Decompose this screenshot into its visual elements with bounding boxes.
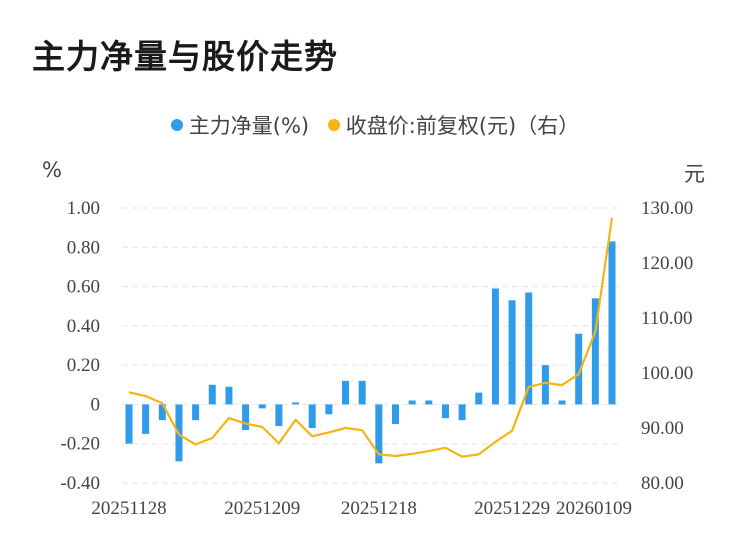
net-flow-bar [591, 298, 599, 405]
net-flow-bar [225, 386, 233, 405]
chart-title: 主力净量与股价走势 [32, 37, 338, 76]
legend-label-net-flow: 主力净量(%) [188, 114, 310, 138]
net-flow-bar [275, 404, 283, 427]
net-flow-bar [358, 380, 366, 405]
legend-dot-net-flow [170, 119, 183, 131]
net-flow-bar [408, 400, 416, 405]
x-axis-tick: 20251229 [474, 498, 550, 519]
x-axis-tick: 20251209 [224, 498, 300, 519]
right-axis-tick: 90.00 [641, 418, 684, 439]
net-flow-bar [325, 404, 333, 415]
net-flow-bar [292, 402, 300, 405]
close-price-line [128, 217, 614, 458]
left-axis-tick: 0.40 [67, 316, 100, 337]
net-flow-bar [391, 404, 399, 425]
net-flow-bar [458, 404, 466, 421]
legend-dot-close-price [327, 119, 340, 131]
net-flow-bar [541, 365, 549, 405]
legend-item-close-price[interactable]: 收盘价:前复权(元)（右） [327, 110, 580, 140]
net-flow-bar [142, 404, 150, 434]
left-axis-unit: % [42, 158, 62, 182]
x-axis-tick: 20251128 [91, 498, 166, 519]
left-axis-tick: -0.20 [60, 434, 100, 455]
right-axis-tick: 130.00 [641, 198, 693, 219]
right-axis-tick: 120.00 [641, 253, 693, 274]
net-flow-bar [475, 392, 483, 405]
net-flow-bar [558, 400, 566, 405]
net-flow-bar [192, 404, 200, 421]
net-flow-bar [308, 404, 316, 428]
net-flow-bar [258, 404, 266, 409]
left-axis-tick: 0 [91, 394, 101, 415]
left-axis-tick: 0.60 [67, 277, 100, 298]
net-flow-bar [425, 400, 433, 405]
left-axis-tick: 0.20 [67, 355, 100, 376]
net-flow-bar [342, 380, 350, 405]
net-flow-bar [158, 404, 166, 421]
net-flow-bar [508, 300, 516, 405]
net-flow-bar [441, 404, 449, 419]
x-axis-tick: 20251218 [341, 498, 417, 519]
legend-label-close-price: 收盘价:前复权(元)（右） [345, 114, 580, 138]
legend: 主力净量(%) 收盘价:前复权(元)（右） [0, 110, 750, 140]
right-axis-tick: 110.00 [641, 308, 693, 329]
right-axis-tick: 100.00 [641, 363, 693, 384]
net-flow-bar [491, 288, 499, 405]
left-axis-tick: -0.40 [60, 473, 100, 494]
x-axis-tick: 20260109 [556, 498, 632, 519]
net-flow-bar [575, 333, 583, 405]
right-axis-unit: 元 [684, 162, 705, 186]
net-flow-bar [375, 404, 383, 464]
net-flow-bar [208, 384, 216, 405]
net-flow-bar [125, 404, 133, 444]
net-flow-bar [525, 292, 533, 405]
legend-item-net-flow[interactable]: 主力净量(%) [170, 110, 310, 140]
right-axis-tick: 80.00 [641, 473, 684, 494]
left-axis-tick: 1.00 [67, 198, 100, 219]
left-axis-tick: 0.80 [67, 237, 100, 258]
net-flow-bar [242, 404, 250, 430]
net-flow-bar [608, 241, 616, 405]
